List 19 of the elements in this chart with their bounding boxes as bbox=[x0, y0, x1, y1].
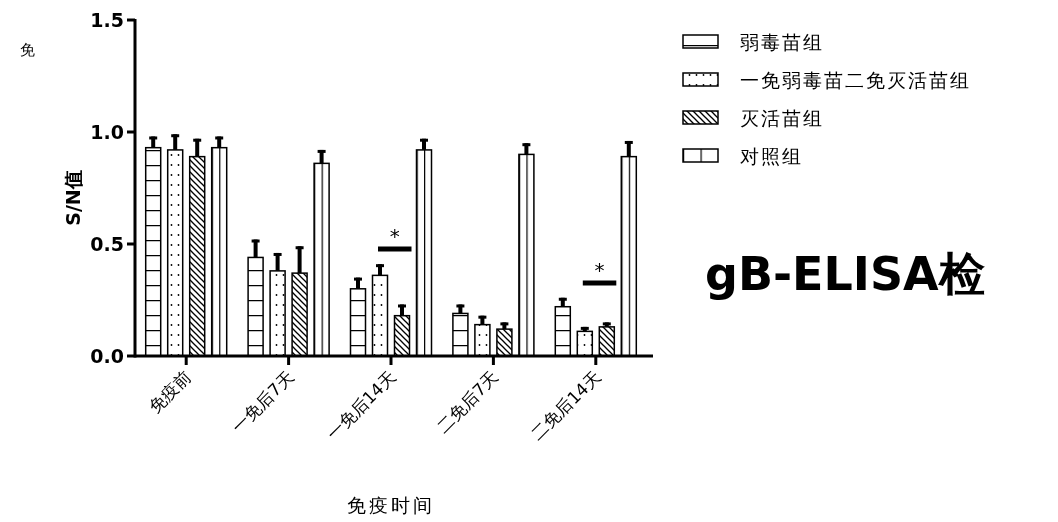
y-tick-label: 1.5 bbox=[90, 9, 124, 31]
y-tick-label: 0.5 bbox=[90, 233, 124, 255]
annotation: * bbox=[389, 224, 400, 248]
legend-label: 灭活苗组 bbox=[740, 107, 824, 129]
legend-label: 对照组 bbox=[740, 145, 803, 167]
text: gB-ELISA检 bbox=[705, 247, 985, 301]
y-axis-title: S/N值 bbox=[62, 170, 84, 226]
x-tick-label: 二免后14天 bbox=[527, 366, 605, 445]
y-tick-label: 1.0 bbox=[90, 121, 124, 143]
x-tick-label: 二免后7天 bbox=[432, 366, 503, 437]
annotation: * bbox=[594, 258, 605, 282]
x-tick-label: 一免后14天 bbox=[322, 366, 400, 445]
x-tick-label: 免疫前 bbox=[144, 366, 196, 417]
x-tick-label: 一免后7天 bbox=[227, 366, 298, 437]
x-axis-title: 免疫时间 bbox=[347, 494, 435, 516]
legend-label: 弱毒苗组 bbox=[740, 31, 824, 53]
text: 免 bbox=[20, 41, 35, 59]
legend-label: 一免弱毒苗二免灭活苗组 bbox=[740, 69, 971, 91]
y-tick-label: 0.0 bbox=[90, 345, 124, 367]
